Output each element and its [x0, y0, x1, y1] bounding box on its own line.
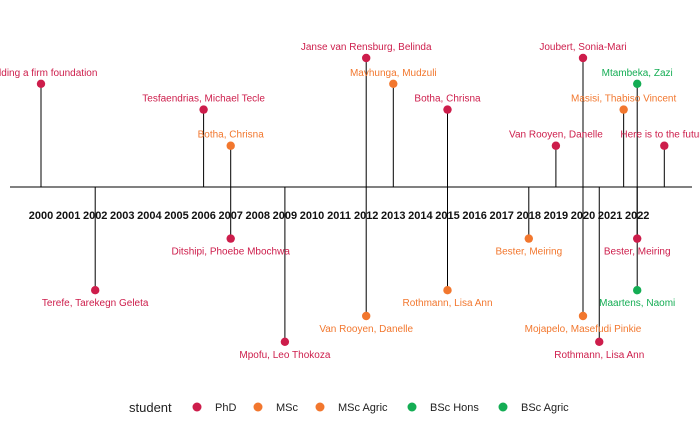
event-point — [633, 286, 642, 295]
year-label: 2013 — [381, 210, 405, 222]
year-label: 2007 — [218, 210, 242, 222]
legend-label: PhD — [215, 402, 236, 414]
year-label: 2020 — [571, 210, 595, 222]
year-label: 2001 — [56, 210, 80, 222]
year-label: 2012 — [354, 210, 378, 222]
year-label: 2008 — [246, 210, 270, 222]
event-point — [362, 53, 371, 63]
year-label: 2015 — [435, 210, 459, 222]
legend-label: MSc Agric — [338, 402, 388, 414]
legend-label: MSc — [276, 402, 299, 414]
event-labels: Building a firm foundation Terefe, Tareke… — [0, 42, 700, 361]
legend-items: PhD MSc MSc Agric BSc Hons BSc Agric — [192, 402, 569, 414]
event-label: Building a firm foundation — [0, 68, 97, 79]
event-label: Janse van Rensburg, Belinda — [301, 42, 432, 53]
year-label: 2014 — [408, 210, 433, 222]
event-point — [280, 337, 290, 346]
legend-key — [192, 402, 202, 412]
event-label: Bester, Meiring — [495, 247, 562, 258]
legend: student PhD MSc MSc Agric BSc Hons BSc Agric — [129, 400, 569, 415]
event-point — [633, 234, 642, 243]
event-point — [36, 79, 46, 89]
legend-label: BSc Hons — [430, 402, 479, 414]
event-label: Ditshipi, Phoebe Mbochwa — [171, 247, 290, 258]
legend-label: BSc Agric — [521, 402, 569, 414]
event-point — [226, 141, 235, 150]
event-label: Mtambeka, Zazi — [602, 68, 673, 79]
event-point — [551, 141, 561, 150]
event-point — [633, 79, 642, 89]
event-label: Rothmann, Lisa Ann — [554, 350, 644, 361]
year-label: 2011 — [327, 210, 351, 222]
year-label: 2000 — [29, 210, 53, 222]
year-labels: 2000 2001 2002 2003 2004 2005 2006 2007 2008 2009… — [29, 210, 650, 222]
year-label: 2021 — [598, 210, 622, 222]
event-point — [524, 234, 533, 243]
year-label: 2006 — [191, 210, 215, 222]
event-point — [199, 105, 208, 114]
event-point — [578, 53, 588, 63]
event-label: Tesfaendrias, Michael Tecle — [142, 94, 265, 105]
legend-key — [407, 402, 417, 412]
event-label: Maartens, Naomi — [599, 298, 675, 309]
legend-key — [315, 402, 325, 412]
event-point — [226, 234, 235, 243]
event-label: Van Rooyen, Danelle — [319, 324, 413, 335]
event-points — [36, 53, 669, 346]
event-label: Rothmann, Lisa Ann — [402, 298, 492, 309]
event-point — [443, 105, 452, 114]
year-label: 2004 — [137, 210, 162, 222]
event-point — [362, 311, 371, 321]
year-label: 2017 — [489, 210, 513, 222]
event-point — [91, 286, 100, 295]
event-point — [619, 105, 628, 114]
event-label: Botha, Chrisna — [198, 130, 265, 141]
event-point — [660, 141, 669, 150]
event-label: Masisi, Thabiso Vincent — [571, 94, 676, 105]
year-label: 2019 — [544, 210, 568, 222]
legend-key — [253, 402, 263, 412]
event-label: Mojapelo, Masefudi Pinkie — [525, 324, 642, 335]
event-label: Mavhunga, Mudzuli — [350, 68, 437, 79]
year-label: 2010 — [300, 210, 324, 222]
event-point — [578, 311, 588, 321]
event-point — [443, 286, 452, 295]
event-label: Mpofu, Leo Thokoza — [239, 350, 330, 361]
legend-title: student — [129, 400, 172, 415]
year-label: 2022 — [625, 210, 649, 222]
year-label: 2018 — [517, 210, 541, 222]
event-label: Botha, Chrisna — [414, 94, 481, 105]
event-label: Bester, Meiring — [604, 247, 671, 258]
event-point — [595, 337, 604, 346]
year-label: 2002 — [83, 210, 107, 222]
year-label: 2016 — [462, 210, 486, 222]
event-point — [389, 79, 398, 89]
year-label: 2005 — [164, 210, 188, 222]
event-label: Here is to the future — [620, 130, 700, 141]
event-label: Terefe, Tarekegn Geleta — [42, 298, 149, 309]
event-stems — [40, 58, 665, 342]
year-label: 2009 — [273, 210, 297, 222]
year-label: 2003 — [110, 210, 134, 222]
legend-key — [498, 402, 508, 412]
event-label: Van Rooyen, Danelle — [509, 130, 603, 141]
event-label: Joubert, Sonia-Mari — [539, 42, 626, 53]
